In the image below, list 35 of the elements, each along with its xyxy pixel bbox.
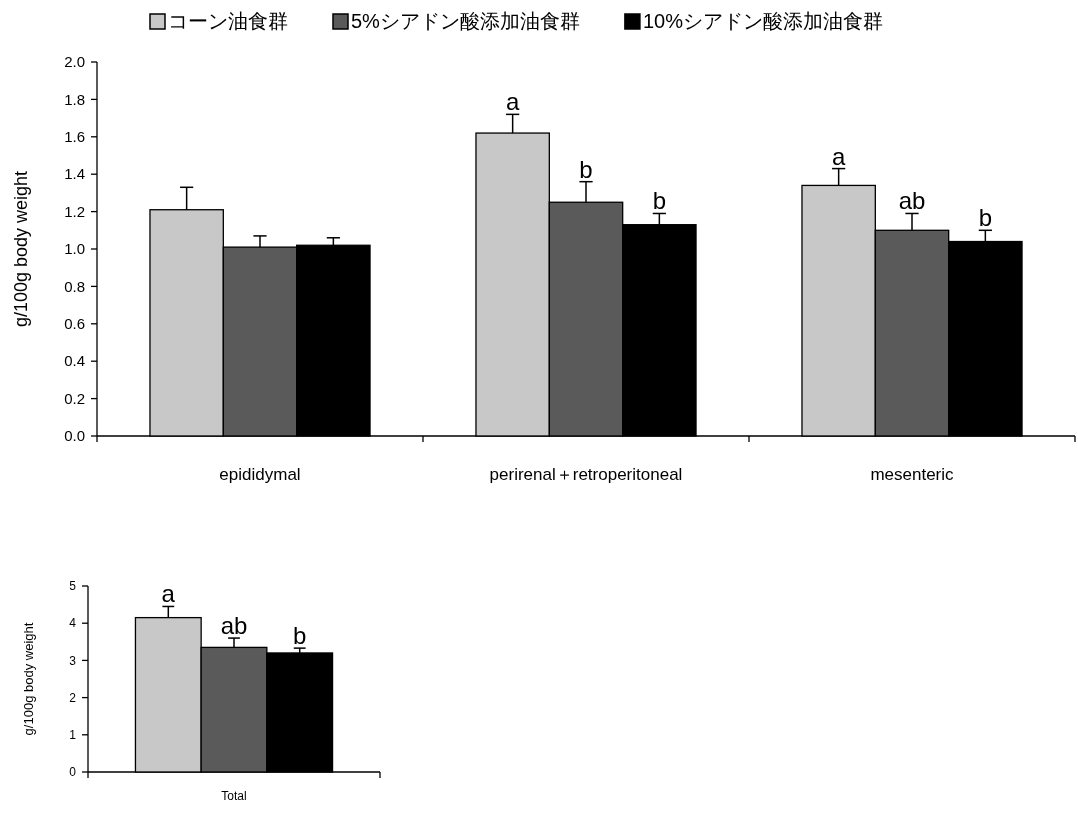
data-label: a	[505, 88, 520, 116]
y-tick-label: 1.8	[64, 90, 85, 108]
y-tick-label: 0.8	[64, 277, 85, 295]
y-tick-label: 2.0	[64, 53, 85, 71]
data-label: a	[161, 580, 176, 608]
legend-label: コーン油食群	[168, 10, 288, 32]
y-tick-label: 0.2	[64, 389, 85, 407]
y-tick-label: 1	[69, 728, 77, 742]
x-tick-label: epididymal	[219, 465, 301, 484]
y-tick-label: 4	[69, 616, 77, 631]
legend-label: 10%シアドン酸添加油食群	[642, 10, 883, 32]
y-axis-title: g/100g body weight	[11, 170, 31, 328]
data-label: b	[978, 204, 993, 232]
data-label: a	[831, 142, 846, 170]
data-label: ab	[220, 612, 248, 640]
y-tick-label: 1.2	[64, 202, 85, 220]
y-tick-label: 1.0	[64, 240, 85, 258]
y-tick-label: 0.4	[64, 352, 85, 370]
x-tick-label: Total	[221, 789, 247, 803]
y-tick-label: 0.0	[64, 427, 85, 445]
y-axis-title: g/100g body weight	[21, 622, 36, 736]
y-tick-label: 1.4	[64, 165, 85, 183]
y-tick-label: 1.6	[64, 128, 85, 146]
data-label: b	[293, 622, 307, 650]
x-tick-label: perirenal＋retroperitoneal	[489, 465, 683, 484]
y-tick-label: 0.6	[64, 315, 85, 333]
y-tick-label: 3	[69, 653, 77, 668]
data-label: b	[579, 155, 593, 183]
data-label: b	[652, 187, 667, 215]
legend-label: 5%シアドン酸添加油食群	[351, 10, 580, 32]
x-tick-label: mesenteric	[870, 465, 955, 484]
data-label: ab	[898, 187, 926, 215]
y-tick-label: 5	[69, 579, 77, 594]
y-tick-label: 0	[69, 765, 77, 780]
y-tick-label: 2	[69, 690, 77, 705]
